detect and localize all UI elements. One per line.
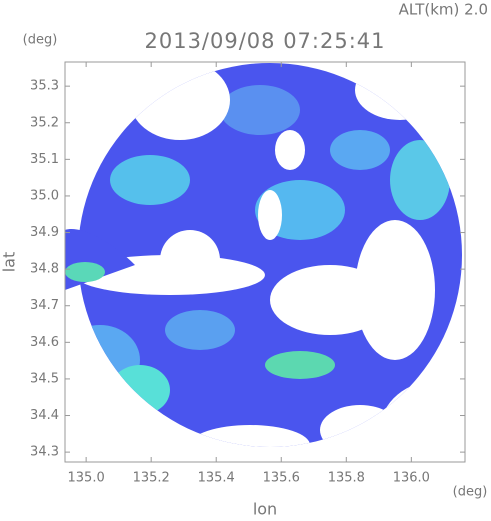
x-tick-label: 135.2	[133, 471, 170, 486]
y-tick-label: 34.7	[30, 298, 59, 313]
y-tick-label: 34.3	[30, 445, 59, 460]
y-unit: (deg)	[23, 33, 58, 48]
y-tick-label: 35.1	[30, 152, 59, 167]
y-tick-label: 35.0	[30, 188, 59, 203]
plot-frame	[64, 61, 466, 463]
altitude: ALT(km) 2.0	[399, 1, 488, 19]
x-tick-label: 135.4	[198, 471, 235, 486]
timestamp: 2013/09/08 07:25:41	[144, 29, 385, 53]
y-tick-label: 34.6	[30, 335, 59, 350]
y-tick-label: 35.3	[30, 79, 59, 94]
y-tick-label: 34.8	[30, 262, 59, 277]
y-tick-label: 34.9	[30, 225, 59, 240]
x-tick-label: 135.6	[263, 471, 300, 486]
x-tick-label: 135.0	[68, 471, 105, 486]
y-axis-label: lat	[0, 252, 19, 273]
x-tick-label: 136.0	[393, 471, 430, 486]
x-axis-label: lon	[253, 500, 277, 519]
radar-echo	[65, 63, 462, 447]
y-tick-label: 34.4	[30, 408, 59, 423]
y-tick-label: 35.2	[30, 115, 59, 130]
y-tick-label: 34.5	[30, 371, 59, 386]
x-unit: (deg)	[453, 485, 488, 500]
x-tick-label: 135.8	[328, 471, 365, 486]
